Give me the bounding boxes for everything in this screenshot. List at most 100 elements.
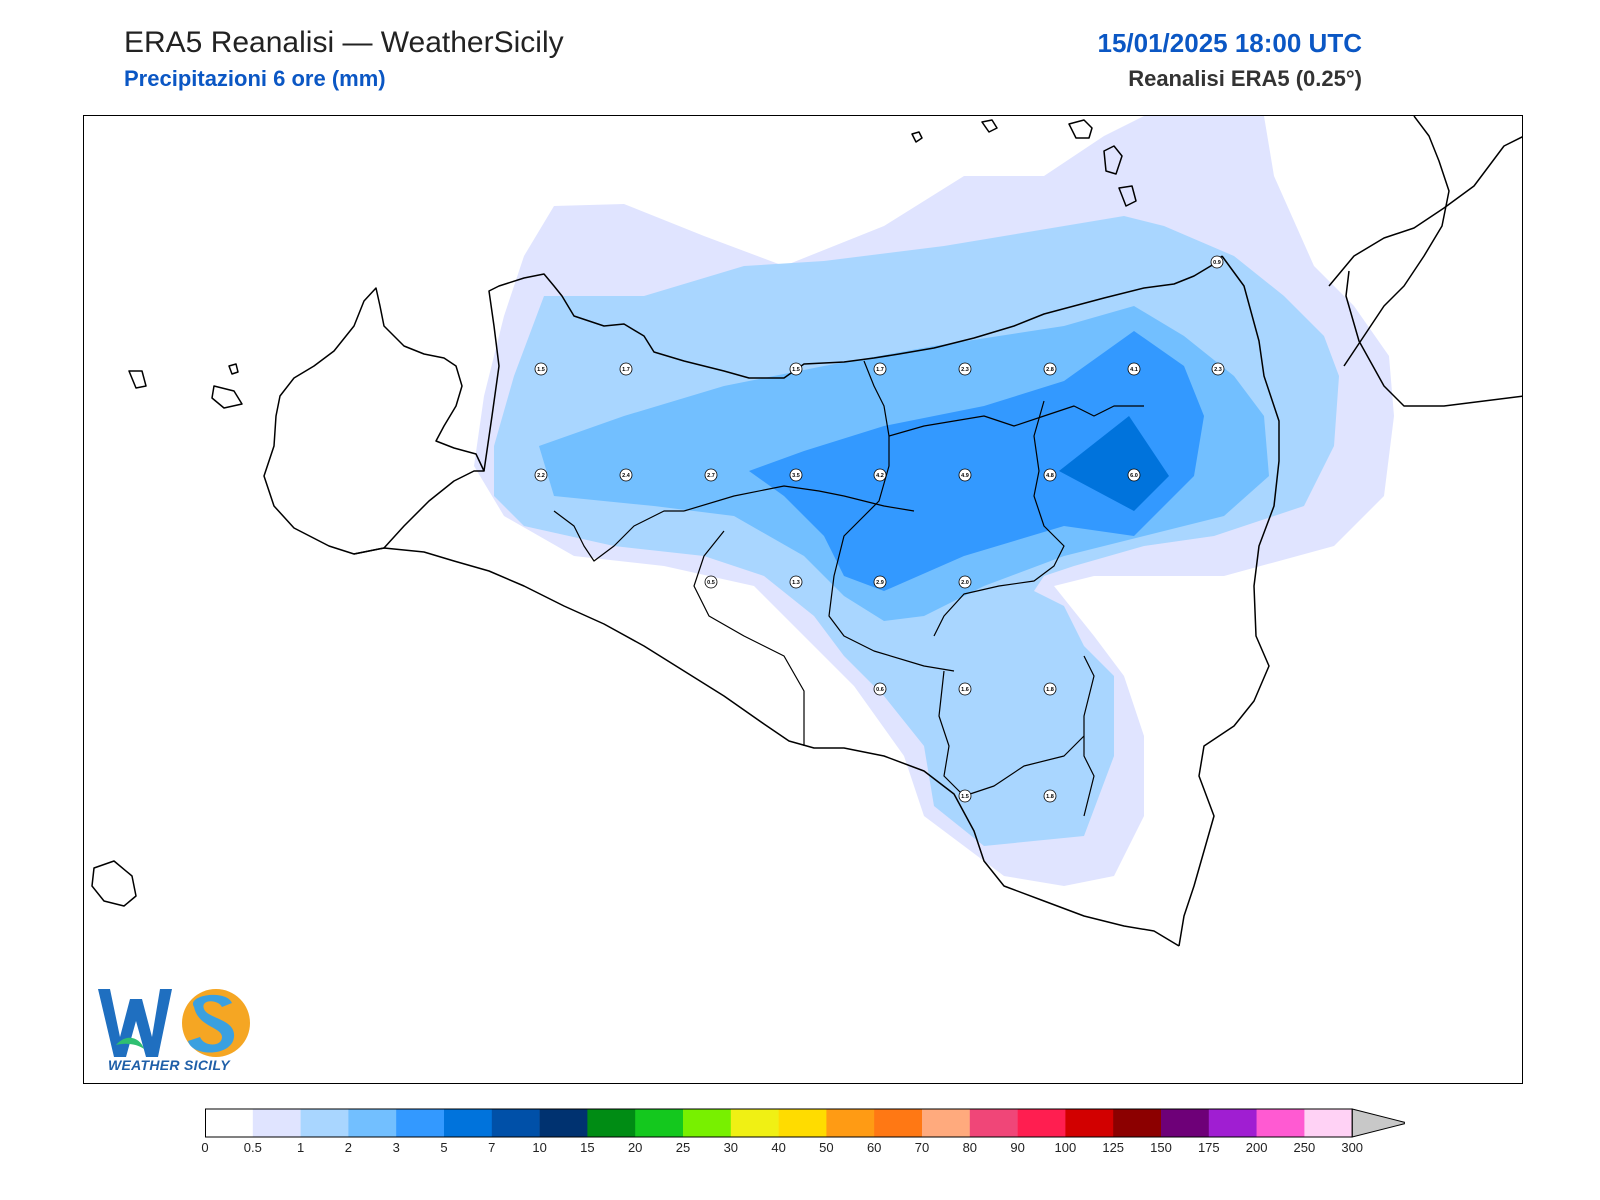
marker-circle — [958, 682, 972, 696]
colorbar-extend-arrow — [1351, 1108, 1408, 1138]
marker-value: 4.2 — [876, 473, 884, 479]
precip-shading — [474, 116, 1394, 886]
colorbar-segment — [922, 1109, 971, 1137]
valid-datetime: 15/01/2025 18:00 UTC — [1097, 28, 1362, 58]
coastlines — [91, 116, 1522, 947]
grid-value-marker: 1.5 — [958, 789, 972, 803]
marker-value: 1.5 — [961, 794, 969, 800]
grid-value-marker: 2.8 — [1043, 362, 1057, 376]
province-border — [553, 510, 684, 562]
province-border — [828, 360, 955, 672]
province-border — [1083, 655, 1095, 817]
colorbar-tick-label: 200 — [1245, 1140, 1268, 1155]
island-salina — [1068, 119, 1093, 139]
colorbar-segment — [1208, 1109, 1257, 1137]
grid-value-marker: 2.4 — [619, 468, 633, 482]
marker-value: 2.9 — [876, 580, 884, 586]
province-border — [693, 530, 805, 746]
marker-value: 3.5 — [792, 473, 800, 479]
colorbar-segment — [874, 1109, 923, 1137]
colorbar-segment — [1113, 1109, 1162, 1137]
marker-circle — [1211, 362, 1225, 376]
grid-value-marker: 6.0 — [1127, 468, 1141, 482]
grid-value-markers: 0.9 1.5 1.7 1.5 1.7 2.3 2.8 4.1 2.3 2.2 2.4 2.7 3.5 4… — [534, 255, 1225, 803]
grid-value-marker: 2.9 — [873, 575, 887, 589]
marker-value: 1.5 — [537, 367, 545, 373]
marker-circle — [1127, 468, 1141, 482]
colorbar-tick-label: 0.5 — [243, 1140, 262, 1155]
marker-value: 4.1 — [1130, 367, 1138, 373]
grid-value-marker: 0.9 — [1210, 255, 1224, 269]
sicily-north-coast — [483, 255, 1223, 472]
marker-value: 2.7 — [707, 473, 715, 479]
sicily-west-coast — [263, 287, 485, 555]
colorbar-tick-label: 150 — [1150, 1140, 1172, 1155]
colorbar-tick-label: 125 — [1102, 1140, 1125, 1155]
marker-circle — [1127, 362, 1141, 376]
marker-circle — [789, 468, 803, 482]
colorbar-tick-label: 25 — [675, 1140, 691, 1155]
marker-value: 1.8 — [1046, 794, 1054, 800]
colorbar-segment — [1161, 1109, 1210, 1137]
sicily-south-coast — [353, 547, 1180, 947]
colorbar-tick-label: 2 — [344, 1140, 353, 1155]
grid-value-marker: 1.3 — [789, 575, 803, 589]
province-border — [683, 485, 915, 512]
island-pantelleria — [91, 860, 137, 907]
marker-value: 1.7 — [622, 367, 630, 373]
colorbar-tick-label: 3 — [392, 1140, 400, 1155]
colorbar-tick-label: 5 — [440, 1140, 448, 1155]
marker-value: 1.7 — [876, 367, 884, 373]
grid-value-marker: 3.5 — [789, 468, 803, 482]
colorbar-tick-label: 20 — [627, 1140, 643, 1155]
colorbar-tick-label: 50 — [819, 1140, 834, 1155]
island-lipari — [1103, 145, 1123, 175]
grid-value-marker: 0.6 — [873, 682, 887, 696]
map-title: ERA5 Reanalisi — WeatherSicily — [124, 26, 564, 59]
colorbar-segment — [1256, 1109, 1305, 1137]
island-egadi-1 — [128, 370, 147, 389]
colorbar-segment — [969, 1109, 1018, 1137]
sicily-east-coast — [1178, 255, 1280, 947]
island-egadi-2 — [211, 385, 243, 409]
marker-value: 4.9 — [961, 473, 969, 479]
marker-circle — [704, 468, 718, 482]
colorbar-tick-label: 90 — [1010, 1140, 1025, 1155]
precipitation-map: 0.9 1.5 1.7 1.5 1.7 2.3 2.8 4.1 2.3 2.2 2.4 2.7 3.5 4… — [83, 115, 1523, 1084]
colorbar-segment — [1065, 1109, 1114, 1137]
marker-circle — [958, 362, 972, 376]
marker-value: 2.3 — [1214, 367, 1222, 373]
colorbar-tick-label: 40 — [771, 1140, 786, 1155]
grid-value-marker: 1.8 — [1043, 682, 1057, 696]
grid-value-marker: 4.1 — [1127, 362, 1141, 376]
colorbar-segment — [491, 1109, 540, 1137]
marker-value: 0.6 — [876, 687, 884, 693]
colorbar-tick-label: 15 — [580, 1140, 595, 1155]
grid-value-marker: 1.5 — [534, 362, 548, 376]
grid-value-marker: 1.6 — [958, 682, 972, 696]
colorbar-segment — [635, 1109, 684, 1137]
marker-value: 0.9 — [1213, 260, 1221, 266]
colorbar-segment — [778, 1109, 827, 1137]
colorbar-segment — [539, 1109, 588, 1137]
marker-value: 2.2 — [537, 473, 545, 479]
marker-value: 2.8 — [1046, 367, 1054, 373]
colorbar-tick-label: 0 — [201, 1140, 209, 1155]
marker-value: 2.3 — [961, 367, 969, 373]
marker-circle — [619, 468, 633, 482]
colorbar-segment — [444, 1109, 493, 1137]
colorbar-tick-label: 70 — [914, 1140, 930, 1155]
grid-value-marker: 2.7 — [704, 468, 718, 482]
colorbar-tick-label: 1 — [296, 1140, 305, 1155]
data-source-label: Reanalisi ERA5 (0.25°) — [1128, 66, 1362, 91]
marker-value: 1.6 — [961, 687, 969, 693]
calabria-coast — [1328, 136, 1522, 287]
marker-circle — [534, 362, 548, 376]
calabria-coast-west — [1345, 270, 1522, 407]
marker-value: 1.5 — [792, 367, 800, 373]
island-ustica — [911, 131, 923, 143]
colorbar-segment — [300, 1109, 349, 1137]
colorbar-tick-label: 80 — [962, 1140, 978, 1155]
colorbar-tick-label: 250 — [1293, 1140, 1316, 1155]
marker-value: 2.4 — [622, 473, 631, 479]
